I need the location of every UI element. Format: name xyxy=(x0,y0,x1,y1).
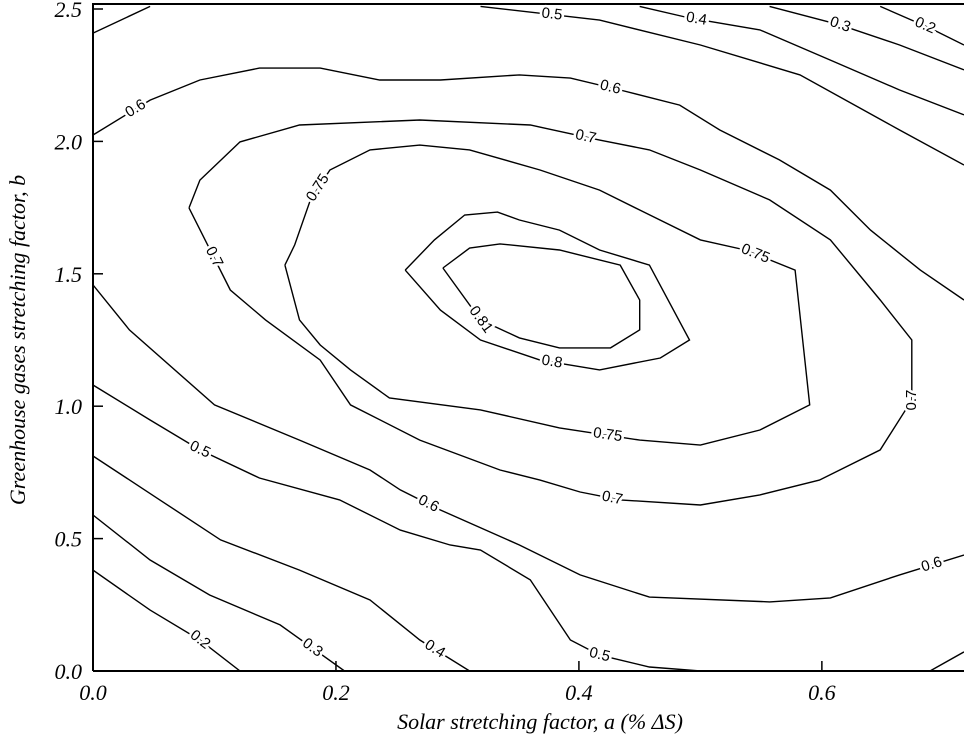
contour-label: 0.7 xyxy=(600,488,624,509)
contour-line xyxy=(404,211,691,371)
y-axis-label: Greenhouse gases stretching factor, b xyxy=(5,175,30,505)
y-tick-label: 1.5 xyxy=(55,262,83,287)
contour-line xyxy=(639,5,964,116)
contour-line xyxy=(93,384,701,671)
contour-label: 0.5 xyxy=(541,4,564,23)
contour-label: 0.6 xyxy=(416,491,442,516)
contour-line xyxy=(188,119,913,506)
contour-line xyxy=(93,284,964,603)
x-axis-label: Solar stretching factor, a (% ΔS) xyxy=(397,709,683,734)
contour-line xyxy=(93,569,241,671)
contour-label: 0.75 xyxy=(739,240,772,267)
contour-label: 0.5 xyxy=(588,644,612,665)
y-tick-label: 1.0 xyxy=(55,394,83,419)
contour-line xyxy=(879,5,964,46)
contour-line xyxy=(769,5,964,71)
contour-line xyxy=(929,651,964,671)
contour-label: 0.6 xyxy=(598,76,622,97)
y-tick-label: 0.5 xyxy=(55,527,83,552)
contour-line xyxy=(93,455,470,671)
x-tick-label: 0.6 xyxy=(808,680,836,705)
contour-label: 0.8 xyxy=(540,352,563,372)
contour-label: 0.75 xyxy=(303,171,333,205)
y-tick-label: 2.5 xyxy=(55,0,83,22)
contour-label: 0.4 xyxy=(422,636,449,661)
contour-label: 0.3 xyxy=(828,13,853,36)
contour-label: 0.6 xyxy=(919,553,944,575)
x-tick-label: 0.4 xyxy=(565,680,593,705)
contour-label: 0.2 xyxy=(187,626,214,652)
contour-label: 0.7 xyxy=(574,126,598,147)
contour-label: 0.2 xyxy=(912,13,938,37)
contours xyxy=(93,5,964,671)
contour-line xyxy=(93,67,964,301)
contour-label: 0.4 xyxy=(685,9,708,29)
y-tick-label: 2.0 xyxy=(55,129,83,154)
contour-line xyxy=(93,5,151,34)
contour-label: 0.3 xyxy=(299,635,326,661)
contour-line xyxy=(93,514,345,671)
x-tick-label: 0.2 xyxy=(322,680,350,705)
contour-label: 0.6 xyxy=(122,96,149,121)
contour-label: 0.5 xyxy=(187,437,213,461)
x-tick-label: 0.0 xyxy=(79,680,107,705)
contour-line xyxy=(480,5,964,166)
contour-line xyxy=(284,144,811,446)
contour-label: 0.7 xyxy=(202,244,227,270)
contour-line xyxy=(442,243,641,349)
contour-label: 0.75 xyxy=(592,424,623,445)
contour-label: 0.81 xyxy=(465,303,496,337)
contour-label: 0.7 xyxy=(903,390,920,411)
y-tick-label: 0.0 xyxy=(55,659,83,684)
